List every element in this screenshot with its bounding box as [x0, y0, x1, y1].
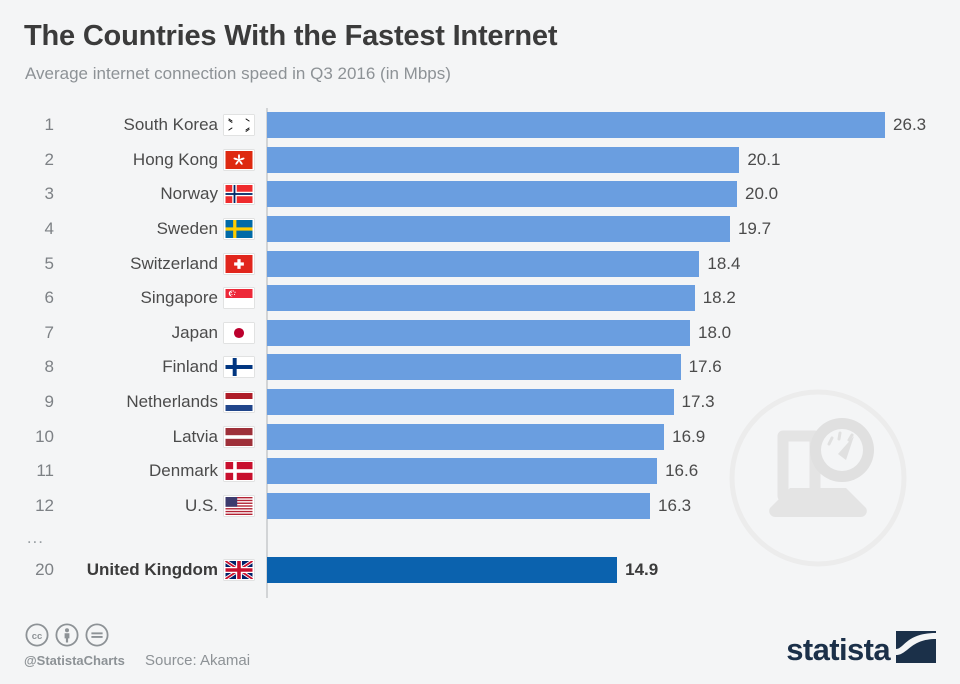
- rank-label: 7: [44, 322, 54, 342]
- value-label: 20.1: [747, 149, 781, 169]
- value-label: 19.7: [737, 219, 772, 239]
- bar-row[interactable]: 10 Latvia 16.9: [0, 419, 960, 454]
- bar-row[interactable]: 4 Sweden 19.7: [0, 212, 960, 247]
- value-label: 18.2: [702, 288, 736, 308]
- statista-handle: @StatistaCharts: [24, 653, 125, 668]
- bar-row[interactable]: 20 United Kingdom 14.9: [0, 553, 960, 588]
- country-label: United Kingdom: [86, 560, 218, 580]
- value-label: 16.9: [672, 426, 706, 446]
- value-bar[interactable]: [267, 389, 674, 416]
- rank-label: 4: [44, 219, 54, 239]
- bar-row[interactable]: 5 Switzerland 18.4: [0, 246, 960, 281]
- cc-icon: cc: [25, 623, 49, 647]
- value-bar[interactable]: [267, 285, 695, 312]
- bar-chart-rows: 1 South Korea 26.3 2 Hong Kong 20.1 3 Norway …: [0, 108, 960, 588]
- flag-hong-kong-icon: [224, 149, 254, 170]
- value-bar[interactable]: [267, 354, 681, 381]
- cc-nd-icon: [85, 623, 109, 647]
- value-label: 14.9: [625, 560, 659, 580]
- rank-gap-ellipsis-row: ...: [0, 523, 960, 553]
- rank-label: 20: [35, 560, 54, 580]
- rank-label: 9: [44, 392, 54, 412]
- source-label: Source: Akamai: [145, 652, 251, 669]
- value-label: 18.0: [698, 322, 732, 342]
- country-label: Japan: [171, 322, 218, 342]
- bar-row[interactable]: 7 Japan 18.0: [0, 316, 960, 351]
- country-label: Sweden: [156, 219, 218, 239]
- country-label: Latvia: [172, 426, 218, 446]
- chart-axis-line: [266, 108, 268, 598]
- rank-label: 6: [44, 288, 54, 308]
- value-bar[interactable]: [267, 146, 740, 173]
- flag-south-korea-icon: [224, 115, 254, 136]
- value-label: 17.3: [681, 392, 715, 412]
- bar-row[interactable]: 11 Denmark 16.6: [0, 454, 960, 489]
- page-title: The Countries With the Fastest Internet: [24, 20, 558, 52]
- country-label: Netherlands: [126, 392, 218, 412]
- flag-united-states-icon: [224, 495, 254, 516]
- value-bar[interactable]: [267, 557, 618, 584]
- value-label: 18.4: [707, 253, 741, 273]
- creative-commons-icons: cc: [25, 623, 109, 647]
- country-label: Switzerland: [130, 253, 218, 273]
- country-label: Finland: [162, 357, 218, 377]
- flag-netherlands-icon: [224, 392, 254, 413]
- country-label: Singapore: [140, 288, 218, 308]
- value-bar[interactable]: [267, 319, 690, 346]
- flag-norway-icon: [224, 184, 254, 205]
- rank-label: 3: [44, 184, 54, 204]
- value-bar[interactable]: [267, 181, 737, 208]
- bar-row[interactable]: 2 Hong Kong 20.1: [0, 143, 960, 178]
- country-label: Hong Kong: [132, 149, 218, 169]
- value-bar[interactable]: [267, 492, 651, 519]
- value-label: 16.6: [665, 461, 699, 481]
- svg-text:cc: cc: [32, 631, 43, 642]
- bar-row[interactable]: 3 Norway 20.0: [0, 177, 960, 212]
- rank-label: 1: [44, 115, 54, 135]
- value-bar[interactable]: [267, 112, 886, 139]
- bar-row[interactable]: 9 Netherlands 17.3: [0, 385, 960, 420]
- bar-row[interactable]: 12 U.S. 16.3: [0, 489, 960, 524]
- value-bar[interactable]: [267, 458, 658, 485]
- value-bar[interactable]: [267, 423, 665, 450]
- statista-logo: statista: [786, 631, 936, 668]
- value-bar[interactable]: [267, 250, 700, 277]
- value-label: 16.3: [658, 495, 692, 515]
- bar-row[interactable]: 6 Singapore 18.2: [0, 281, 960, 316]
- country-label: U.S.: [184, 495, 218, 515]
- statista-logo-mark: [896, 631, 936, 668]
- rank-label: 10: [35, 426, 54, 446]
- value-label: 26.3: [893, 115, 927, 135]
- value-label: 20.0: [745, 184, 779, 204]
- country-label: South Korea: [123, 115, 218, 135]
- bar-row[interactable]: 8 Finland 17.6: [0, 350, 960, 385]
- value-bar[interactable]: [267, 216, 730, 243]
- page-subtitle: Average internet connection speed in Q3 …: [25, 64, 451, 83]
- cc-by-icon: [55, 623, 79, 647]
- flag-singapore-icon: [224, 288, 254, 309]
- rank-label: 2: [44, 149, 54, 169]
- country-label: Norway: [160, 184, 218, 204]
- flag-switzerland-icon: [224, 253, 254, 274]
- flag-denmark-icon: [224, 461, 254, 482]
- flag-japan-icon: [224, 322, 254, 343]
- bar-row[interactable]: 1 South Korea 26.3: [0, 108, 960, 143]
- rank-label: 12: [35, 495, 54, 515]
- rank-label: 11: [36, 461, 54, 481]
- statista-logo-text: statista: [786, 632, 890, 667]
- ellipsis-label: ...: [26, 528, 44, 548]
- rank-label: 5: [44, 253, 54, 273]
- flag-united-kingdom-icon: [224, 560, 254, 581]
- flag-finland-icon: [224, 357, 254, 378]
- flag-sweden-icon: [224, 219, 254, 240]
- value-label: 17.6: [688, 357, 722, 377]
- flag-latvia-icon: [224, 426, 254, 447]
- country-label: Denmark: [149, 461, 218, 481]
- rank-label: 8: [44, 357, 54, 377]
